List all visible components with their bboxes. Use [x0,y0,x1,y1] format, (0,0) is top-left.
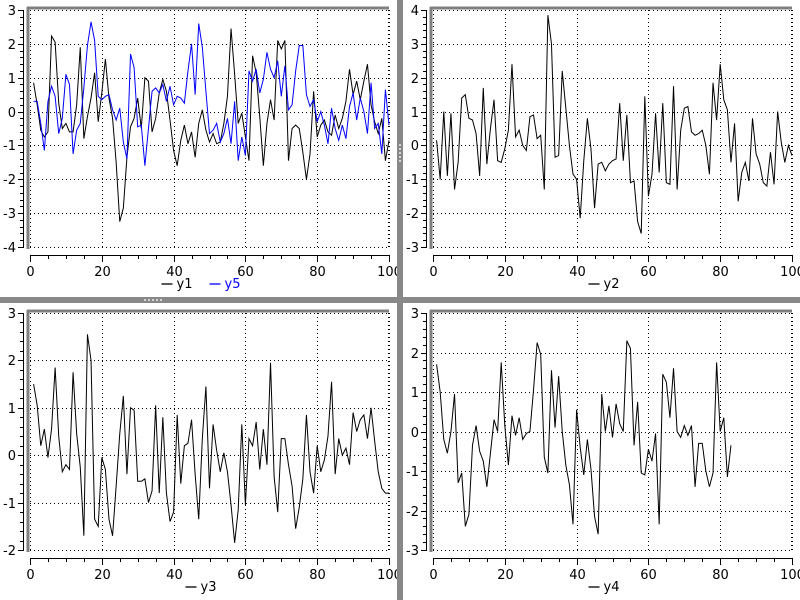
plot-panel-top-left[interactable]: -4 -3 -2 -1 0 1 2 3 0 20 40 60 80 100 y1 y5 [0,0,397,297]
plot-panel-bottom-left[interactable]: -2 -1 0 1 2 3 0 20 40 60 80 100 y3 [0,303,397,600]
x-tick-label: 100 [377,568,397,583]
legend: y3 [185,580,217,595]
y-tick-label: 2 [8,354,16,369]
plot-panel-bl: -2 -1 0 1 2 3 0 20 40 60 80 100 y3 [3,307,397,595]
y-tick-label: -3 [406,241,419,256]
x-tick-label: 20 [497,265,514,280]
y-tick-label: 1 [8,402,16,417]
x-tick-label: 60 [640,568,657,583]
horizontal-splitter-grip [144,298,162,302]
y-tick-label: -1 [3,497,16,512]
y-tick-label: 2 [8,38,16,53]
x-tick-label: 0 [26,568,34,583]
y-tick-label: 0 [8,106,16,121]
x-tick-label: 0 [429,568,437,583]
y-tick-label: -2 [3,173,16,188]
series-group [436,15,793,234]
x-tick-label: 80 [712,265,729,280]
x-tick-label: 0 [429,265,437,280]
y-axis: -3 -2 -1 0 1 2 3 [406,307,427,559]
y-axis: -2 -1 0 1 2 3 [3,307,24,559]
legend-label: y4 [604,580,620,595]
x-tick-label: 20 [94,265,111,280]
y-tick-label: -3 [3,207,16,222]
y-tick-label: 4 [411,4,419,19]
x-tick-label: 100 [377,265,397,280]
y-tick-label: 1 [411,386,419,401]
legend-label: y5 [225,277,241,292]
x-tick-label: 80 [712,568,729,583]
x-tick-label: 40 [569,568,586,583]
x-tick-label: 20 [497,568,514,583]
legend: y2 [588,277,620,292]
y-tick-label: -1 [406,173,419,188]
y-axis: -3 -2 -1 0 1 2 3 4 [406,4,427,256]
y-tick-label: 3 [411,38,419,53]
plot-panel-tl: -4 -3 -2 -1 0 1 2 3 0 20 40 60 80 100 y1 y5 [3,4,397,292]
x-tick-label: 0 [26,265,34,280]
y-tick-label: -2 [406,207,419,222]
plot-panel-top-right[interactable]: -3-2-101234020406080100y2 [403,0,800,297]
grid-lines [433,10,793,248]
y-tick-label: 1 [411,106,419,121]
legend: y4 [588,580,620,595]
plot-panel-tr: -3-2-101234020406080100y2 [406,4,800,292]
x-tick-label: 80 [309,568,326,583]
y-tick-label: 3 [8,4,16,19]
y-axis: -4 -3 -2 -1 0 1 2 3 [3,4,24,256]
series-group [33,21,390,222]
y-tick-label: -1 [406,465,419,480]
legend: y1 y5 [161,277,241,292]
series-group [33,334,389,543]
y-tick-label: 0 [411,426,419,441]
x-tick-label: 40 [569,265,586,280]
x-tick-label: 60 [237,265,254,280]
series-group [436,340,732,535]
y-tick-label: 2 [411,72,419,87]
x-axis: 0 20 40 60 80 100 [429,255,800,280]
x-tick-label: 60 [640,265,657,280]
y-tick-label: -4 [3,241,16,256]
y-tick-label: -2 [3,544,16,559]
y-tick-label: 2 [411,347,419,362]
y-tick-label: 1 [8,72,16,87]
y-tick-label: 3 [8,307,16,322]
x-axis: 0 20 40 60 80 100 [26,558,397,583]
series-line-y1 [33,28,390,222]
series-line-y5 [33,21,390,166]
x-tick-label: 20 [94,568,111,583]
axis-spine [429,6,792,249]
axis-spine [26,309,389,552]
x-axis: 0 20 40 60 80 100 [26,255,397,280]
y-tick-label: 0 [8,449,16,464]
vertical-splitter-grip [398,144,402,162]
y-tick-label: 3 [411,307,419,322]
x-tick-label: 40 [166,568,183,583]
y-tick-label: -3 [406,544,419,559]
series-line-y4 [436,340,732,535]
plot-panel-bottom-right[interactable]: -3 -2 -1 0 1 2 3 0 20 40 60 80 100 y4 [403,303,800,600]
series-line-y2 [436,15,793,234]
horizontal-splitter-handle[interactable] [0,297,800,303]
y-tick-label: -1 [3,139,16,154]
x-tick-label: 80 [309,265,326,280]
axis-spine [26,6,389,249]
x-tick-label: 40 [166,265,183,280]
series-line-y3 [33,334,389,543]
legend-label: y3 [201,580,217,595]
axis-spine [429,309,792,552]
x-tick-label: 100 [780,265,800,280]
x-axis: 0 20 40 60 80 100 [429,558,800,583]
x-tick-label: 60 [237,568,254,583]
legend-label: y1 [177,277,193,292]
x-tick-label: 100 [780,568,800,583]
legend-label: y2 [604,277,620,292]
y-tick-label: 0 [411,139,419,154]
plot-panel-br: -3 -2 -1 0 1 2 3 0 20 40 60 80 100 y4 [406,307,800,595]
y-tick-label: -2 [406,505,419,520]
